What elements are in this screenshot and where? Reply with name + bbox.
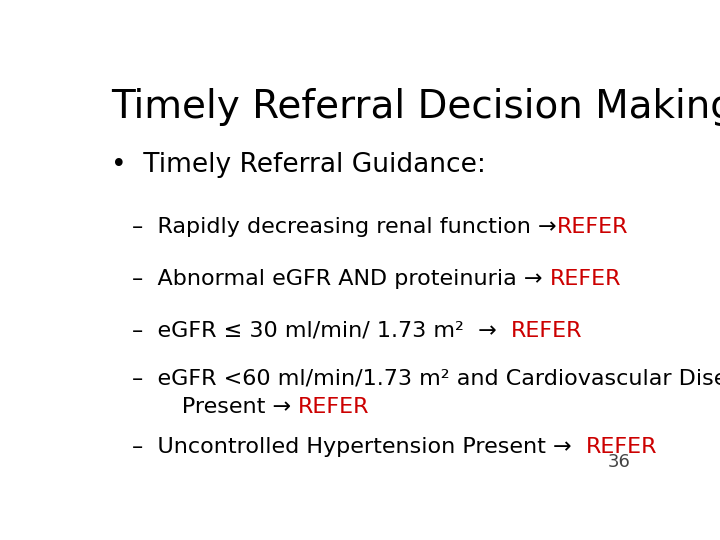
Text: 36: 36 bbox=[607, 454, 630, 471]
Text: REFER: REFER bbox=[586, 437, 657, 457]
Text: Timely Referral Decision Making: Timely Referral Decision Making bbox=[111, 87, 720, 126]
Text: REFER: REFER bbox=[557, 217, 628, 237]
Text: –  Abnormal eGFR AND proteinuria →: – Abnormal eGFR AND proteinuria → bbox=[132, 268, 549, 288]
Text: REFER: REFER bbox=[511, 321, 582, 341]
Text: •  Timely Referral Guidance:: • Timely Referral Guidance: bbox=[111, 152, 486, 178]
Text: REFER: REFER bbox=[298, 397, 369, 417]
Text: REFER: REFER bbox=[549, 268, 621, 288]
Text: –  eGFR ≤ 30 ml/min/ 1.73 m²  →: – eGFR ≤ 30 ml/min/ 1.73 m² → bbox=[132, 321, 511, 341]
Text: –  Rapidly decreasing renal function →: – Rapidly decreasing renal function → bbox=[132, 217, 557, 237]
Text: Present →: Present → bbox=[132, 397, 298, 417]
Text: –  Uncontrolled Hypertension Present →: – Uncontrolled Hypertension Present → bbox=[132, 437, 586, 457]
Text: –  eGFR <60 ml/min/1.73 m² and Cardiovascular Disease: – eGFR <60 ml/min/1.73 m² and Cardiovasc… bbox=[132, 368, 720, 388]
